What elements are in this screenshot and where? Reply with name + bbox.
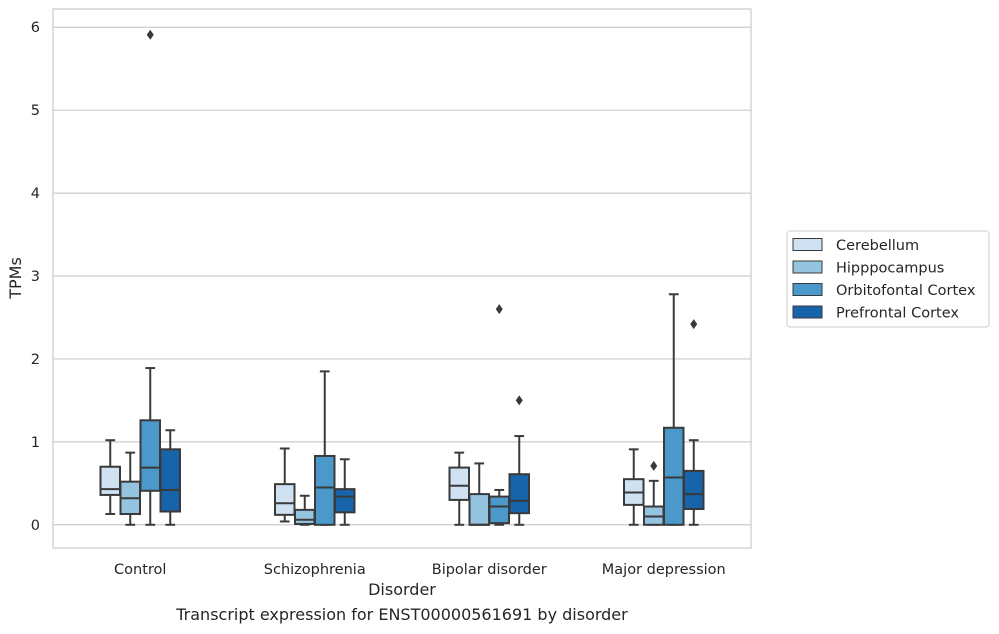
- legend-frame: [786, 230, 990, 328]
- box-iqr: [274, 483, 296, 516]
- box-iqr: [99, 465, 121, 496]
- box-prefrontal-cortex: [334, 458, 356, 526]
- outlier-point: [650, 460, 658, 471]
- box-hipppocampus: [294, 494, 316, 526]
- box-cerebellum: [623, 448, 645, 526]
- plot-area-frame: [52, 8, 752, 549]
- figure-caption: Transcript expression for ENST0000056169…: [176, 605, 628, 624]
- y-tick-label: 3: [31, 269, 40, 285]
- box-prefrontal-cortex: [508, 395, 530, 526]
- box-iqr: [139, 419, 161, 492]
- box-iqr: [448, 466, 470, 501]
- box-hipppocampus: [119, 451, 141, 526]
- y-tick-label: 2: [31, 352, 40, 368]
- y-axis-label: TPMs: [6, 257, 25, 300]
- x-axis-label: Disorder: [368, 580, 436, 599]
- box-iqr: [508, 473, 530, 515]
- x-tick-label: Control: [114, 562, 166, 578]
- box-iqr: [159, 448, 181, 513]
- legend-swatch: [792, 305, 823, 319]
- y-tick-label: 5: [31, 103, 40, 119]
- x-tick-label: Bipolar disorder: [432, 562, 547, 578]
- box-prefrontal-cortex: [159, 429, 181, 526]
- box-hipppocampus: [643, 460, 665, 526]
- legend-label: Orbitofontal Cortex: [836, 283, 976, 299]
- box-cerebellum: [448, 451, 470, 526]
- box-orbitofontal-cortex: [663, 293, 685, 526]
- box-orbitofontal-cortex: [139, 29, 161, 526]
- box-iqr: [683, 469, 705, 511]
- y-tick-label: 6: [31, 20, 40, 36]
- legend-swatch: [792, 238, 823, 251]
- legend-label: Hipppocampus: [836, 261, 944, 277]
- legend: Cerebellum Hipppocampus Orbitofontal Corte…: [786, 230, 990, 328]
- box-iqr: [468, 493, 490, 526]
- box-iqr: [334, 488, 356, 514]
- y-tick-labels: 0 1 2 3 4 5 6: [31, 20, 40, 534]
- box-prefrontal-cortex: [683, 319, 705, 526]
- box-marks: [99, 29, 705, 526]
- y-tick-label: 0: [31, 518, 40, 534]
- outlier-point: [515, 395, 523, 406]
- x-tick-label: Schizophrenia: [264, 562, 366, 578]
- x-tick-label: Major depression: [602, 562, 726, 578]
- x-tick-labels: Control Schizophrenia Bipolar disorder Majo…: [114, 562, 726, 578]
- box-orbitofontal-cortex: [488, 304, 510, 526]
- box-cerebellum: [274, 447, 296, 523]
- box-hipppocampus: [468, 462, 490, 526]
- box-iqr: [294, 508, 316, 525]
- box-orbitofontal-cortex: [314, 370, 336, 526]
- legend-swatch: [792, 260, 823, 274]
- box-iqr: [314, 454, 336, 526]
- y-tick-label: 1: [31, 435, 40, 451]
- outlier-point: [146, 29, 154, 40]
- box-iqr: [488, 495, 510, 525]
- outlier-point: [495, 304, 503, 315]
- y-tick-label: 4: [31, 186, 40, 202]
- legend-label: Cerebellum: [836, 238, 919, 254]
- legend-label: Prefrontal Cortex: [836, 306, 959, 322]
- outlier-point: [690, 319, 698, 330]
- box-iqr: [663, 426, 685, 526]
- legend-swatch: [792, 283, 823, 296]
- box-cerebellum: [99, 439, 121, 516]
